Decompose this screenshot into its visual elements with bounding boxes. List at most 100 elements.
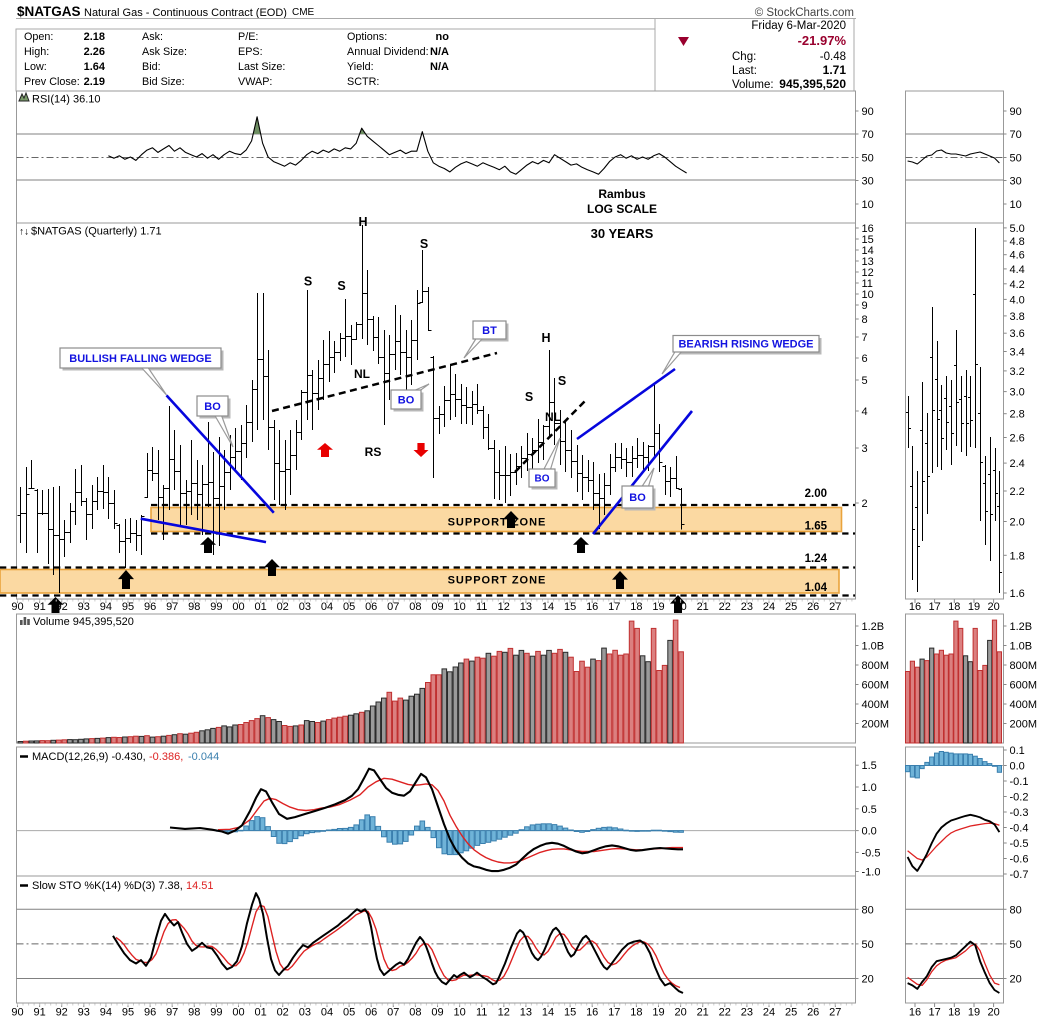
svg-text:3.4: 3.4 [1010,347,1025,359]
svg-text:23: 23 [741,601,753,613]
svg-text:22: 22 [719,1007,731,1019]
svg-text:S: S [558,374,566,388]
svg-text:98: 98 [188,601,200,613]
svg-text:800M: 800M [862,660,890,672]
svg-text:EPS:: EPS: [238,46,263,58]
svg-text:LOG SCALE: LOG SCALE [587,202,657,216]
svg-text:10: 10 [453,1007,465,1019]
svg-text:N/A: N/A [430,61,449,73]
svg-text:95: 95 [122,1007,134,1019]
svg-text:90: 90 [11,601,23,613]
svg-text:12: 12 [862,267,874,279]
svg-text:20: 20 [987,601,999,613]
svg-text:Bid Size:: Bid Size: [142,76,185,88]
svg-text:13: 13 [520,1007,532,1019]
svg-text:-0.6: -0.6 [1010,854,1029,866]
svg-text:14: 14 [542,601,554,613]
svg-text:92: 92 [56,601,68,613]
svg-text:2.26: 2.26 [84,46,105,58]
svg-text:1.6: 1.6 [1010,588,1025,600]
svg-text:11: 11 [476,1007,487,1019]
svg-text:5.0: 5.0 [1010,223,1025,235]
svg-text:H: H [541,331,550,345]
svg-text:BO: BO [398,395,415,407]
svg-text:17: 17 [608,1007,620,1019]
svg-text:10: 10 [453,601,465,613]
svg-text:Chg:: Chg: [732,51,756,63]
svg-text:-0.044: -0.044 [188,751,219,763]
svg-text:S: S [304,275,312,289]
svg-text:2.8: 2.8 [1010,409,1025,421]
svg-text:16: 16 [909,601,921,613]
svg-text:14.51: 14.51 [186,880,214,892]
svg-text:09: 09 [431,1007,443,1019]
svg-text:19: 19 [652,601,664,613]
svg-text:Volume 945,395,520: Volume 945,395,520 [33,616,134,628]
svg-text:20: 20 [987,1007,999,1019]
svg-text:30: 30 [862,176,874,188]
svg-text:945,395,520: 945,395,520 [779,77,846,91]
svg-text:↑↓: ↑↓ [19,227,29,238]
svg-text:1.0: 1.0 [862,782,877,794]
svg-text:93: 93 [78,601,90,613]
svg-text:Friday 6-Mar-2020: Friday 6-Mar-2020 [751,20,846,32]
svg-text:Rambus: Rambus [598,187,646,201]
svg-text:99: 99 [210,601,222,613]
svg-text:6: 6 [862,353,868,365]
svg-text:91: 91 [33,1007,45,1019]
svg-text:19: 19 [652,1007,664,1019]
svg-text:05: 05 [343,1007,355,1019]
svg-text:Prev Close:: Prev Close: [24,76,80,88]
svg-text:-0.1: -0.1 [1010,776,1029,788]
svg-text:03: 03 [299,601,311,613]
svg-text:15: 15 [564,601,576,613]
svg-text:90: 90 [11,1007,23,1019]
svg-text:600M: 600M [1010,680,1038,692]
svg-text:70: 70 [862,129,874,141]
svg-text:BULLISH FALLING WEDGE: BULLISH FALLING WEDGE [69,353,211,365]
svg-text:SUPPORT ZONE: SUPPORT ZONE [448,517,547,529]
svg-text:24: 24 [763,1007,775,1019]
svg-text:H: H [358,215,367,229]
svg-text:-0.7: -0.7 [1010,869,1029,881]
svg-text:93: 93 [78,1007,90,1019]
svg-text:4.4: 4.4 [1010,264,1025,276]
svg-text:3.8: 3.8 [1010,311,1025,323]
svg-text:95: 95 [122,601,134,613]
svg-text:-0.3: -0.3 [1010,807,1029,819]
svg-text:Yield:: Yield: [347,61,374,73]
svg-text:High:: High: [24,46,49,58]
svg-text:VWAP:: VWAP: [238,76,272,88]
svg-text:50: 50 [862,153,874,165]
svg-text:-1.0: -1.0 [862,867,881,879]
svg-text:4.8: 4.8 [1010,236,1025,248]
svg-text:Open:: Open: [24,31,53,43]
svg-text:00: 00 [232,1007,244,1019]
svg-text:BT: BT [482,325,497,337]
svg-text:9: 9 [862,300,868,312]
svg-text:S: S [337,279,345,293]
svg-text:-0.5: -0.5 [1010,838,1029,850]
svg-text:Low:: Low: [24,61,47,73]
svg-text:15: 15 [564,1007,576,1019]
svg-text:18: 18 [948,601,960,613]
svg-text:200M: 200M [862,719,890,731]
svg-text:16: 16 [909,1007,921,1019]
svg-text:BO: BO [535,474,550,485]
svg-text:97: 97 [166,601,178,613]
svg-text:26: 26 [807,601,819,613]
svg-text:600M: 600M [862,680,890,692]
svg-text:70: 70 [1010,129,1022,141]
svg-text:12: 12 [498,601,510,613]
svg-text:50: 50 [1010,153,1022,165]
svg-text:0.5: 0.5 [862,804,877,816]
svg-text:RSI(14) 36.10: RSI(14) 36.10 [32,94,100,106]
svg-text:1.24: 1.24 [805,553,828,565]
svg-text:2.4: 2.4 [1010,458,1025,470]
svg-text:8: 8 [862,314,868,326]
svg-text:27: 27 [829,1007,841,1019]
svg-text:© StockCharts.com: © StockCharts.com [755,7,854,19]
svg-text:18: 18 [630,1007,642,1019]
svg-text:7: 7 [862,332,868,344]
svg-text:50: 50 [1010,939,1022,951]
